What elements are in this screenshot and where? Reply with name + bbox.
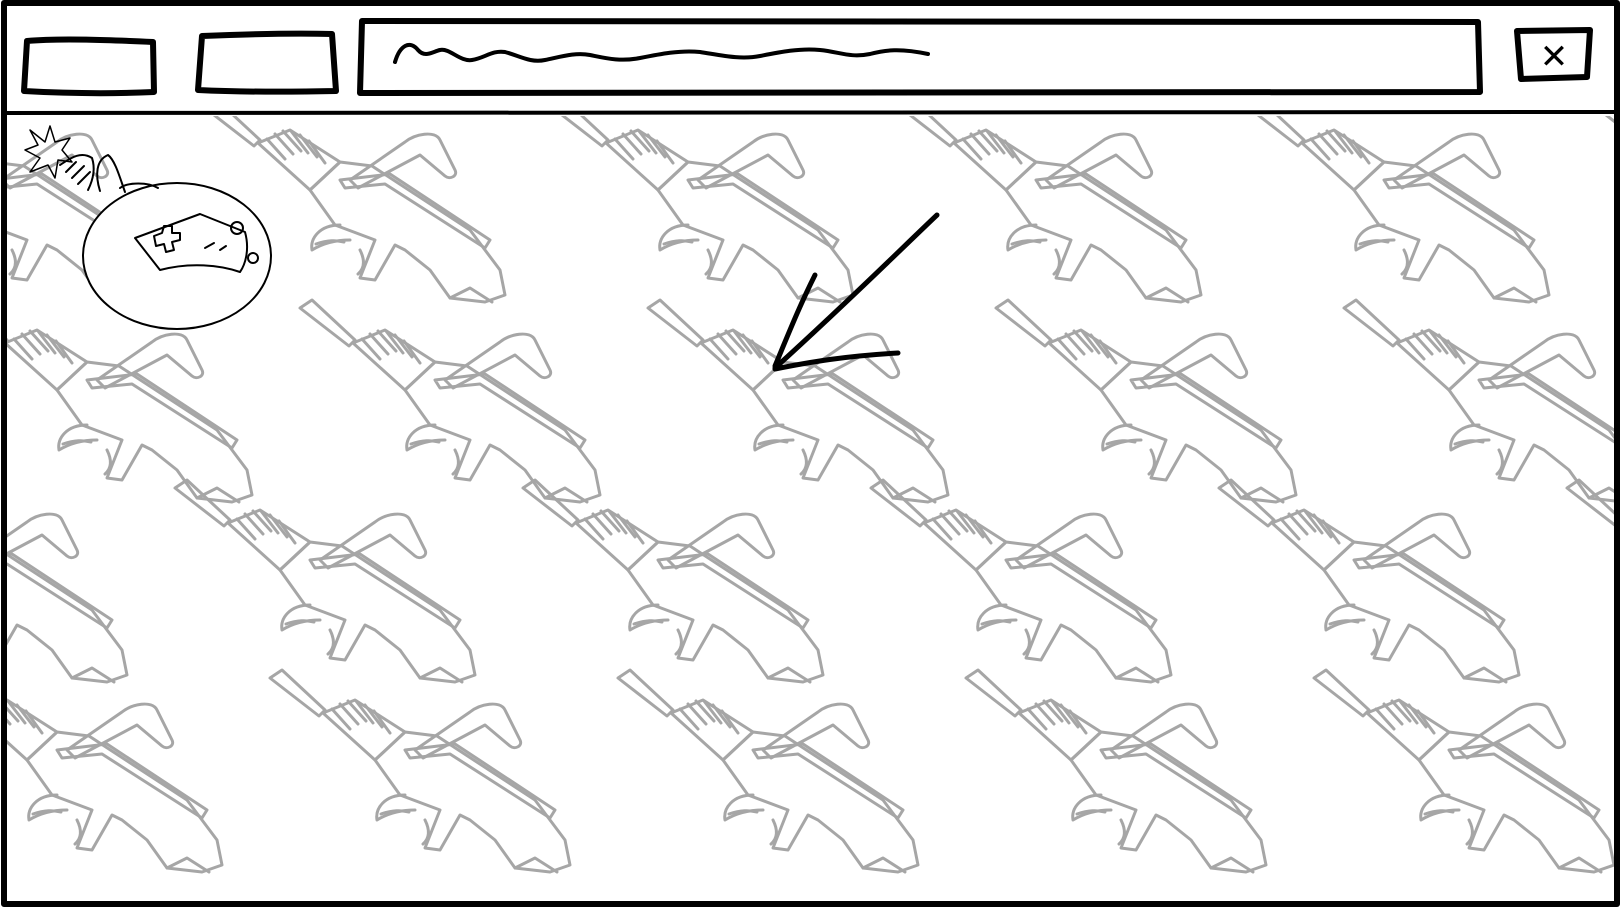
toolbar-divider <box>2 110 1619 115</box>
rifle-sketch-icon <box>994 298 1298 504</box>
rifle-pattern <box>7 0 1614 874</box>
rifle-sketch-icon <box>1217 478 1521 684</box>
rifle-sketch-icon <box>521 478 825 684</box>
rifle-sketch-icon <box>869 478 1173 684</box>
address-squiggle <box>393 42 930 64</box>
rifle-sketch-icon <box>7 668 224 874</box>
rifle-sketch-icon <box>646 298 950 504</box>
arrow-icon <box>772 212 940 372</box>
rifle-sketch-icon <box>551 116 855 304</box>
rifle-sketch-icon <box>899 116 1203 304</box>
rifle-sketch-icon <box>7 298 254 504</box>
back-button[interactable] <box>21 36 157 97</box>
forward-button[interactable] <box>195 30 339 95</box>
close-icon[interactable]: ✕ <box>1540 37 1569 77</box>
rifle-sketch-icon <box>268 668 572 874</box>
rifle-sketch-icon <box>616 668 920 874</box>
rifle-sketch-icon <box>1249 0 1549 112</box>
rifle-sketch-icon <box>173 478 477 684</box>
rifle-sketch-icon <box>964 668 1268 874</box>
address-bar[interactable] <box>357 18 1483 96</box>
bomb-gamepad-icon <box>24 125 272 330</box>
rifle-sketch-icon <box>7 478 129 684</box>
rifle-sketch-icon <box>298 298 602 504</box>
rifle-sketch-icon <box>1312 668 1614 874</box>
rifle-sketch-icon <box>1342 298 1614 504</box>
close-button[interactable]: ✕ <box>1514 27 1593 82</box>
rifle-sketch-icon <box>1247 116 1551 304</box>
